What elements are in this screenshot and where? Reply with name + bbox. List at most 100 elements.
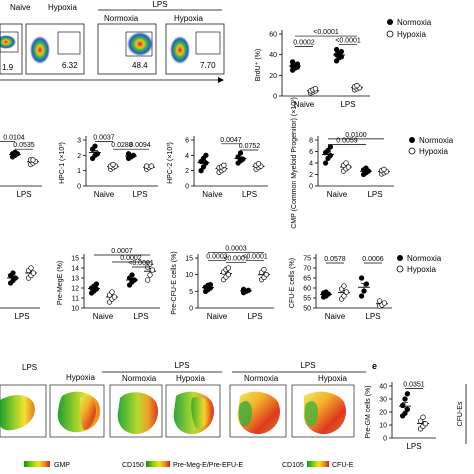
precfue-point-hypoxia	[261, 267, 267, 273]
chart-pregm: 0 10 20 30 40 Pre-GM cells (%) LPS 0.0351	[365, 382, 436, 451]
hpc2-ytick-label: 6	[185, 138, 189, 145]
umap-frame-2	[49, 384, 105, 438]
precfue-sig-label: 0.0003	[206, 253, 228, 260]
umap-frame-3	[109, 384, 163, 438]
lsk-point-normoxia	[12, 149, 18, 155]
legend-hypoxia-label-2: Hypoxia	[419, 147, 448, 156]
hpc2-point-normoxia	[237, 150, 244, 156]
lsk-sig-label: 0.0535	[13, 142, 35, 149]
cmp-sig-label: 0.0059	[336, 138, 358, 145]
premege-ytick-label: 12	[71, 286, 79, 293]
umap-row: LPS Hypoxia LPS Normoxia Hypoxia LPS Nor…	[0, 361, 366, 469]
scale-cfue-label: CFU-E	[332, 462, 354, 469]
chart-brdu: 0 20 40 60 BrdU⁺ (%) Naive LPS <0.0001 0.0002 <0.…	[255, 29, 370, 109]
chart-premege: 10 11 12 13 14 15 Pre-MegE (%) Naive LPS 0.00070.…	[57, 248, 160, 321]
umap-frame-6	[291, 384, 355, 438]
flow-pct-2: 6.32	[62, 61, 78, 70]
umap-normoxia-header-3: Normoxia	[244, 374, 279, 383]
flow-cytometry-row: Naive Hypoxia LPS Normoxia Hypoxia 1.9 6…	[0, 0, 225, 83]
brdu-group-label: LPS	[340, 100, 355, 109]
legend-hypoxia-label-1: Hypoxia	[397, 30, 426, 39]
precfue-group-label: LPS	[247, 312, 262, 321]
cfue-point-hypoxia	[341, 283, 347, 289]
flow-naive-header: Naive	[10, 3, 31, 12]
scale-cd105-label: CD105	[282, 462, 304, 469]
gmp-group-label: LPS	[14, 312, 29, 321]
hpc1-point-hypoxia	[143, 163, 150, 169]
cmp-point-normoxia	[327, 152, 334, 159]
premege-point-normoxia	[129, 272, 135, 278]
cmp-point-hypoxia	[343, 160, 349, 166]
hpc1-ytick-label: 1	[77, 168, 81, 175]
umap-hypoxia-header-2: Hypoxia	[176, 374, 205, 383]
premege-point-hypoxia	[144, 277, 151, 283]
precfue-sig-label: 0.0003	[225, 246, 247, 253]
cfue-group-label: Naive	[325, 312, 346, 321]
flow-naive-hypoxia-header: Hypoxia	[48, 3, 77, 12]
cmp-ytick-label: 6	[309, 149, 313, 156]
hpc2-ytick-label: 0	[185, 184, 189, 191]
umap-blob-6-green	[304, 401, 318, 427]
lsk-sig-label: 0.0104	[3, 135, 25, 142]
legend-normoxia-marker-3	[397, 255, 403, 261]
brdu-ytick-label: 60	[269, 32, 277, 39]
hpc2-point-normoxia	[203, 160, 209, 166]
cfue-point-normoxia	[361, 288, 367, 294]
umap-lps-header-2: LPS	[174, 361, 189, 370]
gmp-point-hypoxia	[28, 265, 34, 271]
cfue-sig-label: 0.0006	[362, 256, 384, 263]
umap-blob-2-right	[80, 395, 96, 430]
chart-gmp: LPS	[0, 265, 40, 321]
premege-point-hypoxia	[147, 272, 153, 278]
brdu-ylabel: BrdU⁺ (%)	[255, 49, 262, 81]
brdu-ytick-label: 40	[269, 52, 277, 59]
precfue-ytick-label: 5	[189, 289, 193, 296]
pregm-ytick-label: 20	[379, 410, 387, 417]
cfue-ytick-label: 70	[303, 266, 311, 273]
cfue-point-hypoxia	[341, 293, 347, 299]
hpc2-point-normoxia	[200, 164, 207, 170]
lsk-group-label: LPS	[16, 190, 31, 199]
brdu-sig-label: 0.0002	[293, 39, 315, 46]
hpc2-ylabel: HPC-2 (×10³)	[167, 142, 174, 184]
umap-frame-4	[165, 384, 221, 438]
umap-blob-5-green	[238, 401, 252, 427]
legend-normoxia-label-3: Normoxia	[407, 254, 442, 263]
premege-ytick-label: 15	[71, 256, 79, 263]
hpc1-sig-label: 0.0094	[129, 142, 151, 149]
cut-chart-ylabel: CFU-Es	[457, 401, 464, 426]
precfue-ytick-label: 10	[185, 272, 193, 279]
cfue-ylabel: CFU-E cells (%)	[289, 258, 296, 308]
hpc1-point-normoxia	[125, 151, 132, 157]
brdu-group-label: Naive	[294, 100, 315, 109]
legend-normoxia-label-1: Normoxia	[397, 18, 432, 27]
brdu-point-normoxia	[333, 46, 340, 53]
panel-e-letter: e	[372, 361, 377, 371]
hpc2-ytick-label: 4	[185, 153, 189, 160]
hpc1-point-hypoxia	[148, 163, 155, 169]
gmp-point-normoxia	[12, 275, 19, 281]
cmp-point-hypoxia	[345, 164, 352, 170]
premege-group-label: Naive	[93, 312, 114, 321]
cfue-point-normoxia	[323, 289, 329, 295]
premege-point-hypoxia	[111, 294, 118, 300]
cmp-point-hypoxia	[381, 166, 387, 172]
gmp-point-normoxia	[10, 270, 16, 276]
hpc1-point-hypoxia	[110, 161, 116, 168]
legend-hypoxia-marker-1	[386, 30, 394, 38]
pregm-sig-label: 0.0351	[403, 382, 425, 389]
chart-precfue: 0 5 10 15 Pre-CFU-E cells (%) Naive LPS 0.00030…	[171, 246, 274, 321]
brdu-point-normoxia	[289, 59, 296, 65]
premege-point-normoxia	[93, 281, 100, 287]
chart-hpc1: 0 1 2 3 HPC-1 (×10³) Naive LPS 0.00370.02880.00…	[59, 135, 158, 199]
flow-density-2	[30, 36, 50, 64]
cfue-ytick-label: 75	[303, 256, 311, 263]
flow-pct-4: 7.70	[200, 61, 216, 70]
brdu-ytick-label: 0	[273, 94, 277, 101]
cfue-point-hypoxia	[381, 300, 388, 306]
cfue-ytick-label: 50	[303, 306, 311, 313]
cfue-ytick-label: 55	[303, 296, 311, 303]
brdu-sig-label: <0.0001	[313, 29, 339, 36]
